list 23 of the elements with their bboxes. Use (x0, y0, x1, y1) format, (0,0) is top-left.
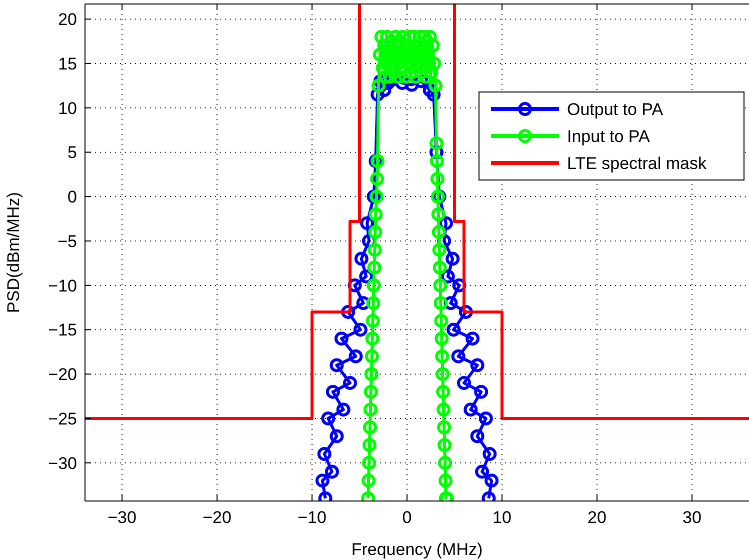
x-tick-label: 30 (682, 508, 702, 527)
y-tick-label: −5 (58, 232, 77, 251)
x-tick-label: 0 (402, 508, 412, 527)
x-tick-label: 10 (492, 508, 512, 527)
y-tick-label: −30 (48, 454, 77, 473)
y-tick-label: −25 (48, 409, 77, 428)
y-tick-label: −10 (48, 276, 77, 296)
y-tick-label: 20 (58, 10, 77, 30)
x-axis-title: Frequency (MHz) (351, 540, 483, 559)
y-tick-label: −15 (48, 320, 77, 340)
legend-label: Input to PA (567, 127, 651, 146)
x-tick-label: −10 (298, 508, 326, 527)
legend-label: Output to PA (567, 100, 664, 119)
y-tick-label: −20 (48, 365, 77, 384)
y-tick-label: 5 (68, 143, 77, 162)
y-tick-label: 10 (58, 98, 77, 118)
x-tick-label: −30 (108, 508, 136, 527)
x-tick-label: 20 (588, 508, 606, 527)
x-tick-label: −20 (202, 508, 232, 527)
y-tick-label: 0 (68, 188, 77, 207)
y-axis-title: PSD(dBm/MHz) (4, 192, 23, 313)
legend-label: LTE spectral mask (567, 154, 708, 173)
y-tick-label: 15 (58, 54, 77, 74)
